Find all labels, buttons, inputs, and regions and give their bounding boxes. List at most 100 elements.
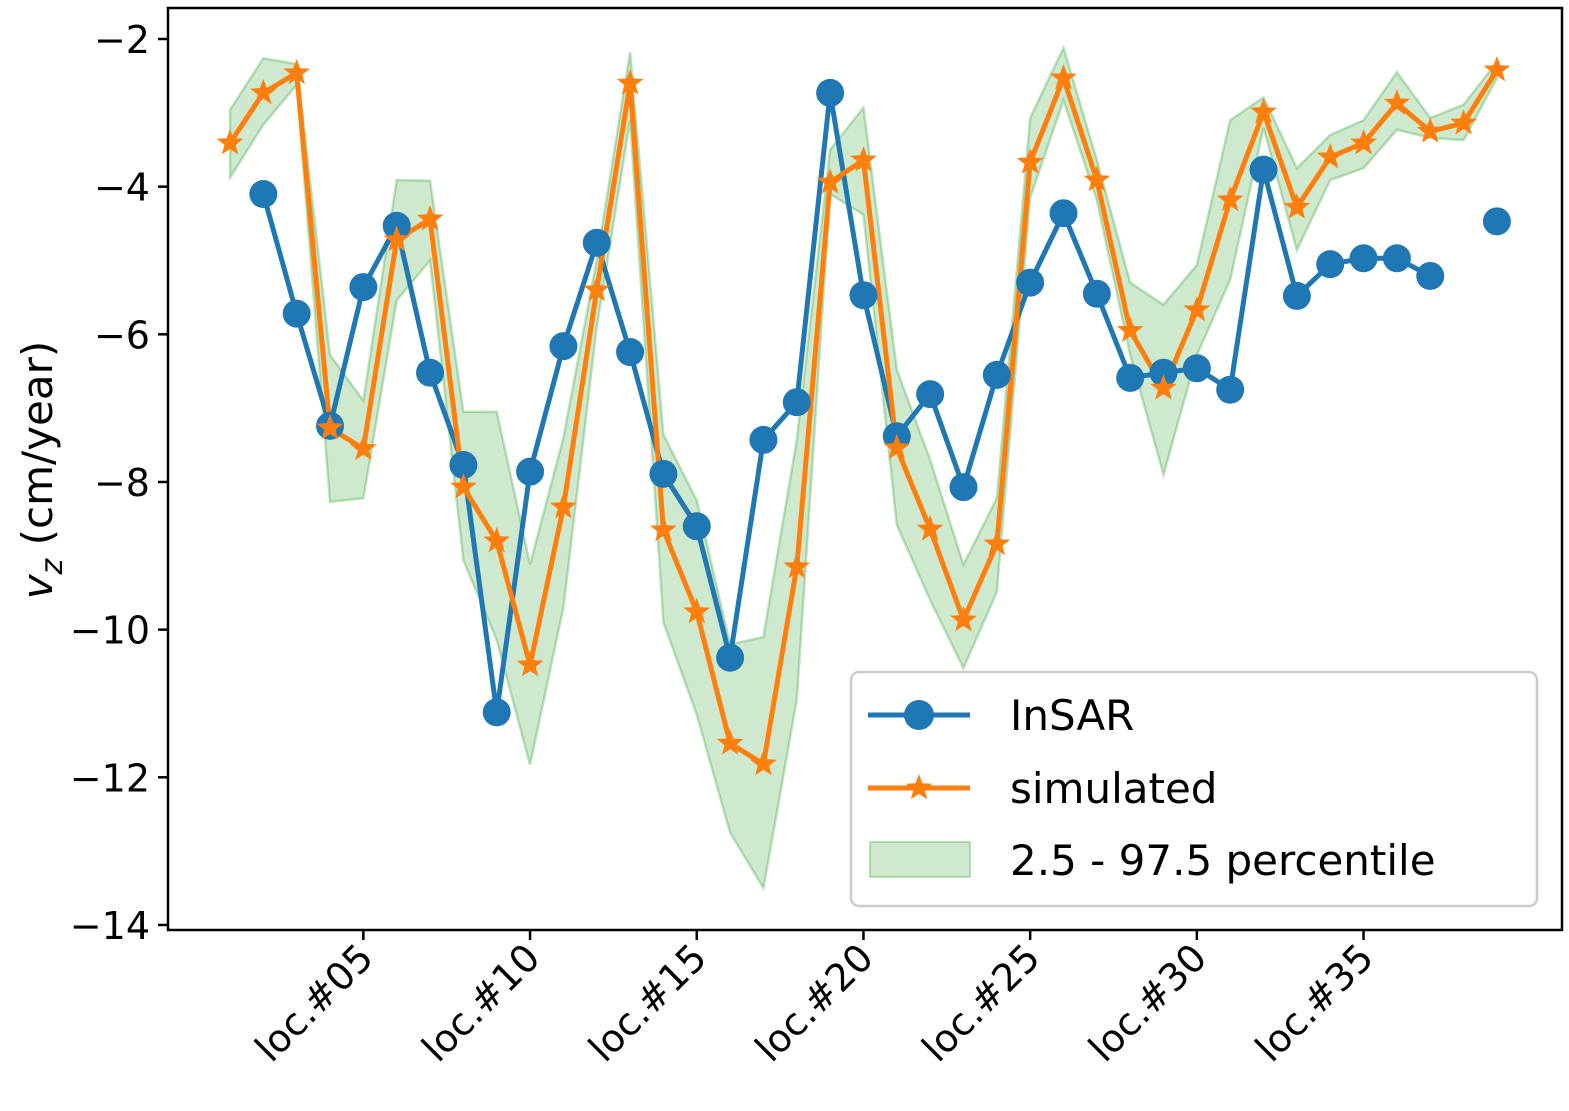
insar-point xyxy=(1016,268,1045,297)
insar-point xyxy=(982,360,1011,389)
x-tick-label: loc.#10 xyxy=(413,935,548,1070)
simulated-point xyxy=(916,515,944,541)
simulated-point xyxy=(316,414,344,440)
simulated-point xyxy=(1083,166,1111,192)
legend-insar-marker xyxy=(904,700,934,730)
insar-point xyxy=(416,358,445,387)
insar-point xyxy=(849,281,878,310)
percentile-band xyxy=(228,44,1499,892)
legend-simulated-label: simulated xyxy=(1010,764,1217,813)
insar-point xyxy=(1249,155,1278,184)
simulated-point xyxy=(716,729,744,755)
insar-point xyxy=(1116,363,1145,392)
simulated-point xyxy=(816,168,844,194)
simulated-point xyxy=(383,225,410,252)
insar-point xyxy=(1049,199,1078,228)
legend-insar-label: InSAR xyxy=(1010,691,1134,740)
legend-frame xyxy=(849,670,1539,908)
insar-point xyxy=(1282,281,1311,310)
simulated-point xyxy=(283,59,310,85)
simulated-point xyxy=(1383,89,1411,115)
insar-point xyxy=(782,388,811,417)
simulated-point xyxy=(216,129,244,155)
simulated-point xyxy=(1450,109,1477,135)
simulated-point xyxy=(1216,185,1244,212)
simulated-point xyxy=(1183,296,1211,322)
insar-point xyxy=(616,338,645,367)
simulated-point xyxy=(1250,98,1277,124)
insar-point xyxy=(1082,279,1111,308)
simulated-point xyxy=(583,276,611,302)
insar-point xyxy=(1316,250,1345,279)
insar-point xyxy=(249,180,278,209)
legend-band-swatch xyxy=(869,841,971,878)
insar-point xyxy=(916,380,945,409)
simulated-point xyxy=(250,78,277,105)
legend-band-label: 2.5 - 97.5 percentile xyxy=(1010,836,1436,885)
insar-point xyxy=(1416,261,1445,290)
y-tick-label: −10 xyxy=(70,609,150,653)
insar-point xyxy=(449,450,478,479)
x-tick-label: loc.#25 xyxy=(913,935,1048,1070)
insar-point xyxy=(816,78,845,107)
simulated-point xyxy=(350,434,377,461)
simulated-point xyxy=(683,597,711,624)
x-tick-label: loc.#05 xyxy=(247,935,382,1070)
simulated-point xyxy=(1350,129,1377,155)
x-tick-label: loc.#30 xyxy=(1080,935,1215,1070)
x-tick-label: loc.#20 xyxy=(747,935,882,1070)
insar-point xyxy=(549,332,578,361)
legend: InSAR simulated 2.5 - 97.5 percentile xyxy=(849,670,1539,908)
x-tick-label: loc.#15 xyxy=(580,935,715,1070)
simulated-point xyxy=(750,750,777,776)
insar-point xyxy=(949,473,978,502)
y-axis-ticks: −14 −12 −10 −8 −6 −4 −2 xyxy=(70,18,168,948)
simulated-point xyxy=(416,205,444,231)
simulated-point xyxy=(983,530,1011,556)
simulated-point xyxy=(1116,316,1144,342)
simulated-point xyxy=(883,434,911,460)
insar-point xyxy=(1349,244,1378,273)
insar-point xyxy=(382,211,411,240)
simulated-point xyxy=(483,527,510,553)
simulated-point xyxy=(650,516,677,542)
insar-point xyxy=(282,299,311,328)
simulated-point xyxy=(1150,374,1177,400)
series-markers-layer xyxy=(216,56,1511,776)
y-tick-label: −12 xyxy=(70,756,150,800)
simulated-point xyxy=(1483,56,1511,82)
insar-point xyxy=(349,273,378,302)
simulated-point xyxy=(450,473,477,499)
simulated-point xyxy=(1416,117,1444,143)
insar-point xyxy=(716,643,745,672)
insar-point xyxy=(1182,354,1211,383)
simulated-point xyxy=(1016,148,1044,174)
simulated-point xyxy=(1316,143,1344,169)
insar-point xyxy=(1216,375,1245,404)
simulated-point xyxy=(550,493,577,519)
plot-frame xyxy=(166,6,1564,932)
simulated-point xyxy=(850,146,877,172)
insar-point xyxy=(682,512,711,541)
insar-point xyxy=(1149,358,1178,387)
y-tick-label: −8 xyxy=(94,461,150,505)
simulated-point xyxy=(616,69,644,95)
y-tick-label: −2 xyxy=(94,18,150,62)
percentile-band-layer xyxy=(228,44,1499,892)
simulated-point xyxy=(516,651,544,677)
x-axis-ticks: loc.#05 loc.#10 loc.#15 loc.#20 loc.#25 loc.#… xyxy=(247,930,1382,1070)
insar-point xyxy=(1482,207,1511,236)
y-tick-label: −14 xyxy=(70,904,150,948)
insar-line xyxy=(260,90,1432,715)
x-tick-label: loc.#35 xyxy=(1247,935,1382,1070)
y-tick-label: −4 xyxy=(94,166,150,210)
simulated-point xyxy=(783,552,811,579)
insar-point xyxy=(749,425,778,454)
y-axis-label: vz (cm/year) xyxy=(13,341,70,600)
insar-point xyxy=(516,457,545,486)
insar-point xyxy=(1382,244,1411,273)
simulated-point xyxy=(1050,64,1077,90)
simulated-point xyxy=(950,606,977,632)
insar-point xyxy=(482,698,511,727)
